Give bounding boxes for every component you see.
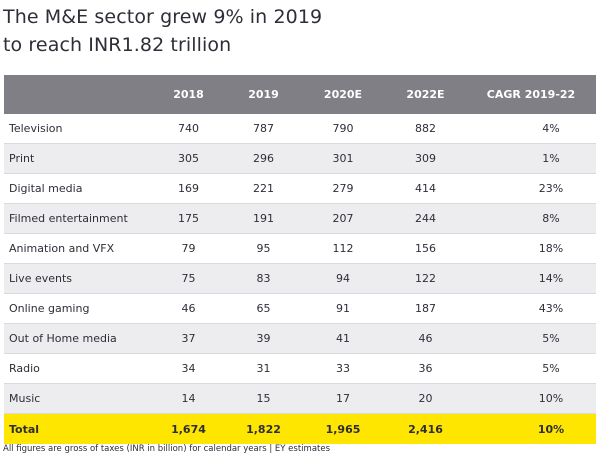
page-title: The M&E sector grew 9% in 2019 to reach … bbox=[3, 3, 322, 59]
value-2018: 740 bbox=[151, 114, 226, 144]
value-2022e: 156 bbox=[385, 233, 466, 264]
segment-name: Live events bbox=[4, 263, 151, 294]
value-2020e: 41 bbox=[301, 323, 385, 354]
value-2018: 175 bbox=[151, 203, 226, 234]
segment-name: Radio bbox=[4, 353, 151, 384]
value-2020e: 91 bbox=[301, 293, 385, 324]
table-row: Animation and VFX 79 95 112 156 18% bbox=[4, 233, 596, 264]
value-2020e: 33 bbox=[301, 353, 385, 384]
value-2022e: 309 bbox=[385, 143, 466, 174]
segment-name: Print bbox=[4, 143, 151, 174]
header-2018: 2018 bbox=[151, 75, 226, 114]
value-cagr: 43% bbox=[466, 293, 596, 324]
total-2022e: 2,416 bbox=[385, 413, 466, 444]
total-row: Total 1,674 1,822 1,965 2,416 10% bbox=[4, 413, 596, 444]
value-2018: 37 bbox=[151, 323, 226, 354]
segment-name: Digital media bbox=[4, 173, 151, 204]
value-2022e: 46 bbox=[385, 323, 466, 354]
value-2022e: 244 bbox=[385, 203, 466, 234]
sector-revenue-table: 2018 2019 2020E 2022E CAGR 2019-22 Telev… bbox=[4, 75, 596, 444]
value-2019: 95 bbox=[226, 233, 301, 264]
value-cagr: 23% bbox=[466, 173, 596, 204]
value-cagr: 8% bbox=[466, 203, 596, 234]
value-2022e: 122 bbox=[385, 263, 466, 294]
segment-name: Online gaming bbox=[4, 293, 151, 324]
value-2019: 191 bbox=[226, 203, 301, 234]
value-2018: 46 bbox=[151, 293, 226, 324]
value-2018: 169 bbox=[151, 173, 226, 204]
segment-name: Music bbox=[4, 383, 151, 414]
value-cagr: 5% bbox=[466, 353, 596, 384]
table-row: Digital media 169 221 279 414 23% bbox=[4, 173, 596, 204]
value-2018: 75 bbox=[151, 263, 226, 294]
segment-name: Out of Home media bbox=[4, 323, 151, 354]
table-header-row: 2018 2019 2020E 2022E CAGR 2019-22 bbox=[4, 75, 596, 114]
total-2018: 1,674 bbox=[151, 413, 226, 444]
header-segment bbox=[4, 75, 151, 114]
total-2020e: 1,965 bbox=[301, 413, 385, 444]
value-2020e: 279 bbox=[301, 173, 385, 204]
table-row: Filmed entertainment 175 191 207 244 8% bbox=[4, 203, 596, 234]
table-row: Out of Home media 37 39 41 46 5% bbox=[4, 323, 596, 354]
value-2020e: 301 bbox=[301, 143, 385, 174]
header-2022e: 2022E bbox=[385, 75, 466, 114]
value-2020e: 790 bbox=[301, 114, 385, 144]
table-row: Print 305 296 301 309 1% bbox=[4, 143, 596, 174]
table-row: Television 740 787 790 882 4% bbox=[4, 114, 596, 144]
value-2019: 15 bbox=[226, 383, 301, 414]
value-cagr: 10% bbox=[466, 383, 596, 414]
value-2020e: 207 bbox=[301, 203, 385, 234]
value-cagr: 1% bbox=[466, 143, 596, 174]
value-2019: 31 bbox=[226, 353, 301, 384]
title-line-1: The M&E sector grew 9% in 2019 bbox=[3, 6, 323, 28]
value-cagr: 18% bbox=[466, 233, 596, 264]
value-2019: 296 bbox=[226, 143, 301, 174]
value-2018: 79 bbox=[151, 233, 226, 264]
value-2020e: 17 bbox=[301, 383, 385, 414]
value-2018: 34 bbox=[151, 353, 226, 384]
value-2019: 83 bbox=[226, 263, 301, 294]
segment-name: Television bbox=[4, 114, 151, 144]
value-2020e: 94 bbox=[301, 263, 385, 294]
value-2022e: 36 bbox=[385, 353, 466, 384]
table-row: Music 14 15 17 20 10% bbox=[4, 383, 596, 414]
total-cagr: 10% bbox=[466, 413, 596, 444]
value-2019: 787 bbox=[226, 114, 301, 144]
value-cagr: 5% bbox=[466, 323, 596, 354]
value-cagr: 14% bbox=[466, 263, 596, 294]
value-2020e: 112 bbox=[301, 233, 385, 264]
table-row: Online gaming 46 65 91 187 43% bbox=[4, 293, 596, 324]
total-label: Total bbox=[4, 413, 151, 444]
value-2022e: 20 bbox=[385, 383, 466, 414]
value-2019: 65 bbox=[226, 293, 301, 324]
table-row: Radio 34 31 33 36 5% bbox=[4, 353, 596, 384]
total-2019: 1,822 bbox=[226, 413, 301, 444]
value-2019: 221 bbox=[226, 173, 301, 204]
value-2022e: 882 bbox=[385, 114, 466, 144]
value-2018: 305 bbox=[151, 143, 226, 174]
header-cagr: CAGR 2019-22 bbox=[466, 75, 596, 114]
value-2022e: 414 bbox=[385, 173, 466, 204]
table-row: Live events 75 83 94 122 14% bbox=[4, 263, 596, 294]
segment-name: Filmed entertainment bbox=[4, 203, 151, 234]
value-2019: 39 bbox=[226, 323, 301, 354]
value-2022e: 187 bbox=[385, 293, 466, 324]
header-2020e: 2020E bbox=[301, 75, 385, 114]
value-cagr: 4% bbox=[466, 114, 596, 144]
segment-name: Animation and VFX bbox=[4, 233, 151, 264]
header-2019: 2019 bbox=[226, 75, 301, 114]
footnote: All figures are gross of taxes (INR in b… bbox=[3, 444, 331, 454]
value-2018: 14 bbox=[151, 383, 226, 414]
title-line-2: to reach INR1.82 trillion bbox=[3, 34, 232, 56]
